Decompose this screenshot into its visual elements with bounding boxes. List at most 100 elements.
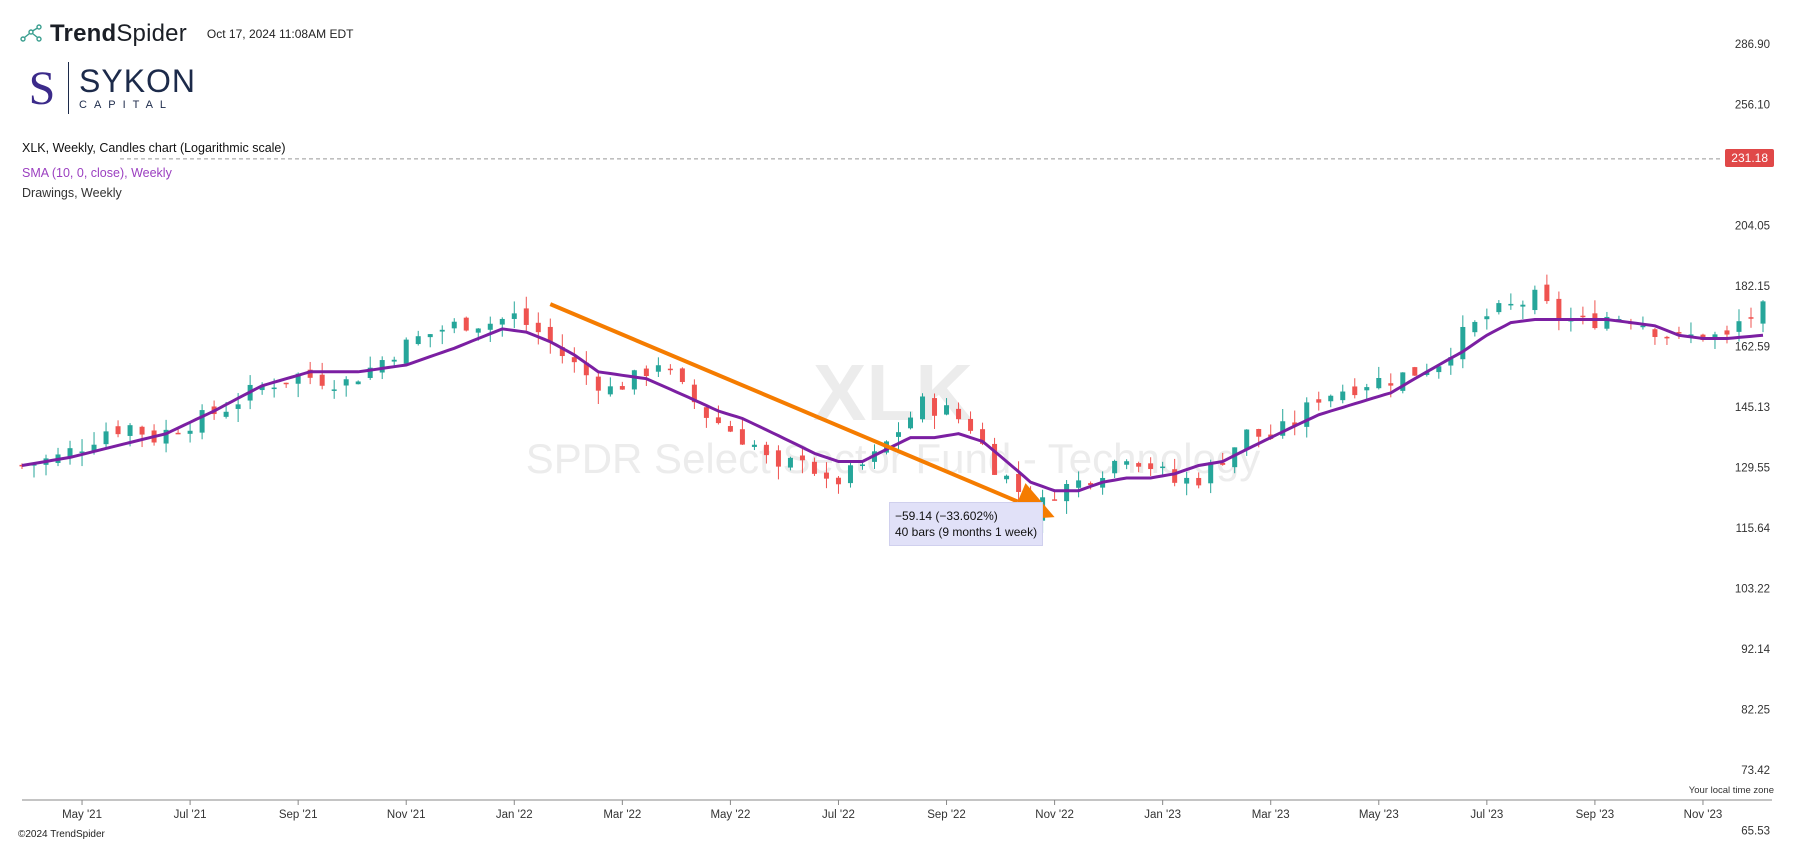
- x-tick-label: Jan '23: [1144, 809, 1181, 821]
- candle-down: [1292, 422, 1298, 426]
- candle-down: [1016, 473, 1022, 492]
- x-tick-label: Nov '23: [1684, 809, 1723, 821]
- candle-up: [1340, 391, 1346, 401]
- candle-up: [163, 429, 169, 444]
- candle-down: [739, 429, 745, 445]
- candle-down: [691, 384, 697, 403]
- candle-down: [992, 443, 998, 475]
- candle-down: [1148, 463, 1154, 470]
- y-tick-label: 145.13: [1735, 402, 1770, 414]
- candle-down: [775, 450, 781, 467]
- candle-down: [115, 426, 121, 435]
- candle-down: [823, 472, 829, 479]
- candle-up: [1004, 475, 1010, 480]
- candle-down: [559, 347, 565, 357]
- y-tick-label: 92.14: [1741, 644, 1770, 656]
- legend-sma[interactable]: SMA (10, 0, close), Weekly: [22, 166, 172, 180]
- candle-down: [1748, 317, 1754, 319]
- trendline-drawing[interactable]: [549, 302, 1055, 520]
- logo-mark-letter: S: [29, 64, 56, 112]
- candle-down: [1136, 463, 1142, 467]
- brand-header: TrendSpider Oct 17, 2024 11:08AM EDT: [18, 20, 353, 48]
- brand-name: TrendSpider: [50, 20, 187, 48]
- candle-up: [1112, 460, 1118, 474]
- candle-up: [944, 405, 950, 415]
- current-price-tag: 231.18: [1725, 148, 1774, 167]
- watermark-symbol: XLK: [813, 348, 973, 437]
- candle-up: [1280, 421, 1286, 436]
- candle-down: [19, 464, 25, 467]
- x-tick-label: May '21: [62, 809, 102, 821]
- candle-down: [1388, 383, 1394, 386]
- candle-up: [439, 329, 445, 332]
- candle-up: [499, 318, 505, 325]
- candle-down: [1664, 336, 1670, 339]
- candle-up: [103, 431, 109, 445]
- x-tick-label: Sep '21: [279, 809, 318, 821]
- x-tick-label: Jul '23: [1470, 809, 1503, 821]
- candle-down: [1676, 332, 1682, 334]
- candle-up: [511, 313, 517, 319]
- candle-down: [763, 444, 769, 456]
- candle-up: [1760, 301, 1766, 324]
- candle-up: [451, 321, 457, 329]
- candle-down: [595, 376, 601, 391]
- candle-up: [1076, 480, 1082, 488]
- trendspider-logo-icon: [20, 24, 42, 42]
- copyright: ©2024 TrendSpider: [18, 829, 105, 840]
- candle-up: [1232, 447, 1238, 468]
- y-tick-label: 115.64: [1736, 523, 1771, 535]
- candle-down: [1088, 483, 1094, 486]
- sykon-capital-logo: S SYKON CAPITAL: [24, 62, 196, 114]
- y-tick-label: 286.90: [1735, 39, 1770, 51]
- sma-line: [21, 318, 1764, 493]
- y-tick-label: 162.59: [1735, 341, 1770, 353]
- x-tick-label: Nov '21: [387, 809, 426, 821]
- candle-up: [751, 444, 757, 447]
- candle-up: [847, 465, 853, 484]
- candle-down: [583, 362, 589, 376]
- candle-down: [1172, 469, 1178, 483]
- x-tick-label: Nov '22: [1035, 809, 1074, 821]
- candle-up: [655, 365, 661, 372]
- candle-down: [811, 461, 817, 474]
- candle-up: [1328, 395, 1334, 402]
- candle-down: [307, 369, 313, 378]
- x-tick-label: May '22: [710, 809, 750, 821]
- candle-down: [1544, 284, 1550, 302]
- candle-up: [1184, 477, 1190, 484]
- candle-up: [908, 417, 914, 429]
- candle-up: [427, 334, 433, 338]
- candle-down: [1556, 298, 1562, 320]
- candle-up: [379, 360, 385, 373]
- x-tick-label: Mar '23: [1252, 809, 1290, 821]
- chart-timestamp: Oct 17, 2024 11:08AM EDT: [206, 27, 354, 41]
- candle-down: [523, 308, 529, 325]
- candle-up: [1712, 334, 1718, 339]
- candle-down: [1052, 499, 1058, 501]
- candle-down: [547, 326, 553, 343]
- legend-series[interactable]: XLK, Weekly, Candles chart (Logarithmic …: [22, 141, 286, 155]
- candle-up: [1736, 321, 1742, 332]
- candle-up: [1508, 303, 1514, 306]
- candle-down: [715, 417, 721, 424]
- measure-change: −59.14 (−33.602%): [895, 509, 998, 523]
- candle-up: [127, 425, 133, 436]
- candle-up: [271, 387, 277, 390]
- candle-up: [1208, 462, 1214, 484]
- trendline[interactable]: [549, 302, 1019, 504]
- candle-up: [403, 339, 409, 364]
- logo-subtitle: CAPITAL: [79, 99, 174, 111]
- candle-up: [199, 410, 205, 433]
- candle-up: [1520, 304, 1526, 307]
- candle-down: [703, 407, 709, 418]
- x-tick-label: Jul '21: [174, 809, 207, 821]
- brand-name-suffix: Spider: [116, 20, 187, 47]
- candle-up: [415, 336, 421, 345]
- timezone-note[interactable]: Your local time zone: [1688, 785, 1774, 796]
- candle-down: [727, 426, 733, 432]
- y-axis: 286.90 256.10 204.05 182.15 162.59 145.13 129.…: [1735, 39, 1771, 838]
- legend-drawings[interactable]: Drawings, Weekly: [22, 186, 122, 200]
- candle-down: [1652, 329, 1658, 337]
